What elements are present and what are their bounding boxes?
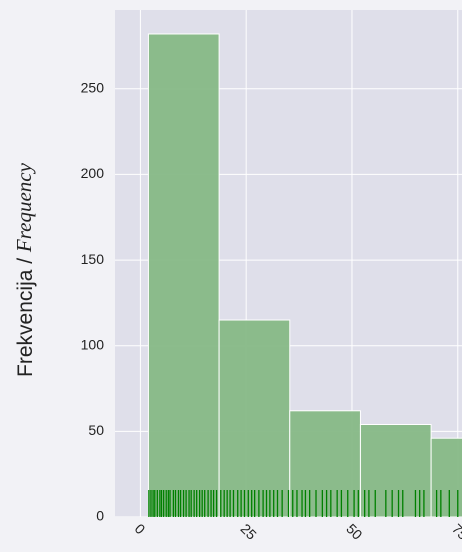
y-tick-label: 200	[81, 165, 105, 181]
x-tick-label: 75	[449, 520, 462, 542]
y-tick-label: 250	[81, 79, 105, 95]
y-tick-label: 100	[81, 336, 105, 352]
bar	[359, 424, 432, 517]
y-axis-label: Frekvencija / Frequency	[12, 162, 37, 377]
y-tick-label: 0	[96, 508, 104, 524]
y-label-italic: Frequency	[12, 162, 36, 253]
bar	[218, 319, 291, 517]
plot	[115, 10, 462, 517]
x-tick-label: 0	[132, 520, 149, 537]
bar	[289, 410, 361, 517]
y-tick-label: 50	[88, 422, 104, 438]
x-tick-label: 50	[343, 520, 365, 542]
y-label-text: Frekvencija /	[14, 252, 37, 377]
bar	[147, 33, 220, 517]
x-tick-label: 25	[237, 520, 259, 542]
y-tick-label: 150	[81, 251, 105, 267]
